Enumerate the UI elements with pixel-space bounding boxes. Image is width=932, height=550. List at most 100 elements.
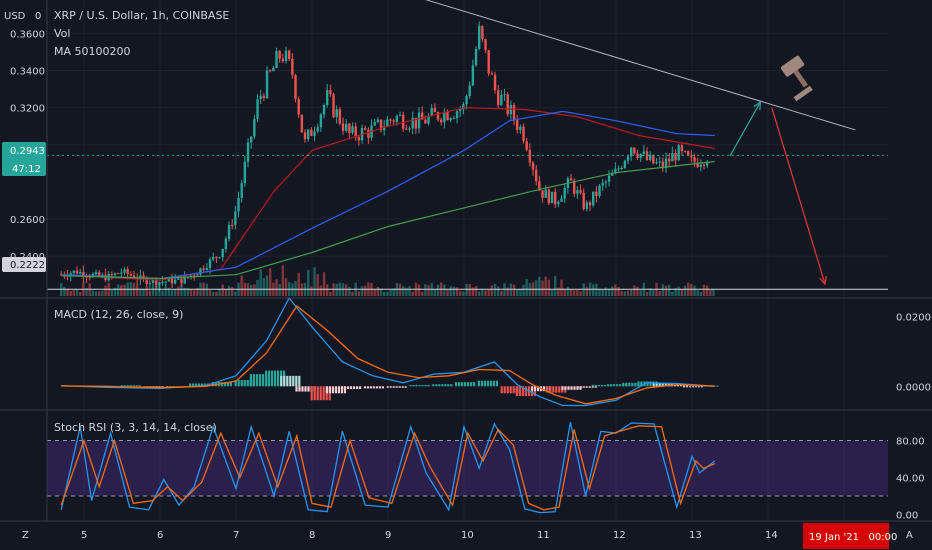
macd-histogram-bar [455, 382, 458, 387]
volume-bar [275, 279, 278, 296]
candle-body [227, 224, 231, 239]
candle-body [383, 126, 386, 131]
candle-body [253, 118, 256, 137]
volume-bar [592, 284, 595, 296]
arrow-up[interactable] [729, 101, 761, 157]
volume-bar [500, 290, 503, 296]
macd-histogram-bar [378, 386, 381, 389]
stoch-rsi-pane[interactable] [47, 421, 888, 514]
candle-body [696, 162, 699, 168]
ma-legend[interactable]: MA 50100200 [54, 45, 131, 58]
candle-body [630, 147, 633, 157]
candle-body [212, 256, 215, 260]
volume-bar [595, 283, 598, 296]
macd-histogram-bar [246, 380, 249, 387]
volume-bar [668, 284, 671, 296]
candle-body [687, 151, 690, 156]
price-pane[interactable] [47, 0, 888, 296]
candle-body [174, 279, 177, 284]
volume-bar [487, 289, 490, 296]
macd-histogram-bar [695, 386, 698, 388]
macd-histogram-bar [631, 382, 634, 387]
macd-histogram-bar [307, 386, 310, 392]
trend-line[interactable] [415, 0, 856, 131]
axis-corner-right[interactable]: A [906, 530, 913, 541]
macd-pane[interactable] [61, 296, 719, 407]
volume-bar [490, 285, 494, 296]
macd-histogram-bar [464, 382, 467, 387]
macd-histogram-bar [679, 384, 682, 387]
candle-body [430, 108, 433, 116]
arrow-down[interactable] [771, 107, 826, 285]
indicator-axis[interactable]: 0.0200 0.0000 80.00 40.00 0.00 [896, 312, 931, 521]
volume-bar [677, 286, 680, 296]
moving-average-line [61, 160, 715, 280]
macd-histogram-bar [286, 375, 289, 387]
candle-body [284, 50, 288, 62]
macd-histogram-bar [319, 386, 322, 401]
macd-histogram-bar [234, 380, 237, 387]
candle-body [436, 112, 440, 120]
volume-bar [196, 287, 199, 296]
volume-bar [585, 286, 589, 296]
drawing-annotations[interactable] [415, 0, 856, 286]
symbol-title[interactable]: XRP / U.S. Dollar, 1h, COINBASE [54, 9, 229, 22]
volume-legend[interactable]: Vol [54, 27, 70, 40]
candle-body [446, 111, 449, 121]
volume-bar [174, 289, 177, 296]
macd-tick-label: 0.0200 [896, 312, 931, 323]
candle-body [512, 105, 516, 121]
macd-histogram-bar [594, 386, 597, 388]
candle-body [354, 126, 357, 138]
stoch-rsi-tick-label: 40.00 [896, 474, 925, 485]
macd-histogram-bar [395, 386, 398, 388]
volume-bar [167, 287, 171, 296]
volume-bar [278, 284, 281, 296]
macd-histogram-bar [155, 386, 158, 388]
macd-histogram-bar [350, 386, 353, 390]
volume-bar [623, 291, 627, 296]
volume-bar [326, 284, 329, 296]
macd-series-line [61, 296, 715, 407]
macd-histogram-bar [432, 384, 435, 387]
candle-body [607, 175, 611, 182]
stoch-rsi-lines [60, 421, 716, 514]
macd-histogram-bar [421, 384, 424, 387]
macd-legend[interactable]: MACD (12, 26, close, 9) [54, 308, 183, 321]
candle-body [402, 114, 405, 129]
low-price-tag: 0.2222 [2, 257, 46, 272]
gavel-icon[interactable] [775, 55, 819, 102]
volume-bar [240, 275, 243, 296]
gavel-head [780, 55, 805, 77]
stoch-rsi-series-line [60, 425, 716, 511]
candle-body [531, 162, 535, 170]
candle-body [459, 109, 462, 112]
volume-bar [69, 290, 72, 296]
volume-bar [291, 283, 294, 296]
volume-bar [75, 289, 79, 296]
volume-bar [652, 290, 655, 296]
candle-body [664, 158, 668, 169]
candle-body [443, 111, 446, 123]
volume-bar [300, 283, 304, 296]
macd-histogram-bar [628, 382, 631, 387]
candle-body [674, 153, 677, 161]
candle-body [405, 128, 408, 130]
stoch-rsi-legend[interactable]: Stoch RSI (3, 3, 14, 14, close) [54, 421, 217, 434]
volume-bar [563, 288, 566, 296]
stoch-rsi-tick-label: 80.00 [896, 437, 925, 448]
candle-body [345, 123, 348, 131]
volume-bar [94, 291, 98, 296]
candle-body [218, 257, 221, 259]
candle-body [468, 85, 471, 97]
macd-histogram-bar [223, 382, 226, 387]
macd-histogram-bar [579, 386, 582, 390]
volume-bar [212, 291, 215, 296]
volume-bar [462, 291, 465, 296]
macd-histogram-bar [597, 384, 600, 387]
macd-histogram-bar [404, 386, 407, 388]
axis-corner-left[interactable]: Z [22, 530, 29, 541]
macd-histogram-bar [603, 384, 606, 387]
